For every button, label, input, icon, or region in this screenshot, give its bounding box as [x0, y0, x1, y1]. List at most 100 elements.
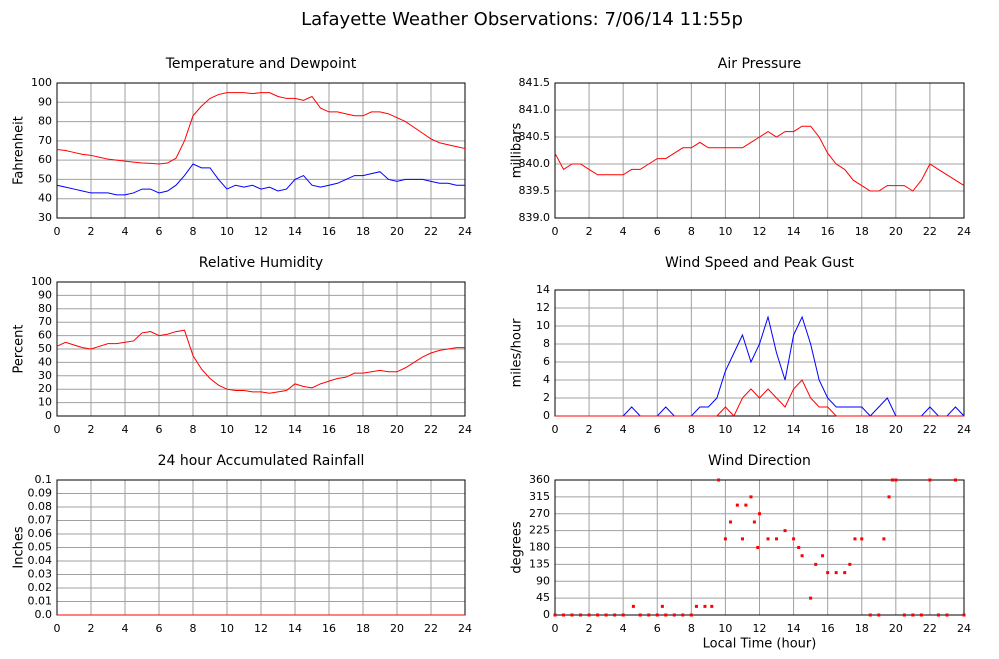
- data-point: [621, 613, 625, 617]
- y-axis-label: millibars: [510, 123, 525, 179]
- x-tick-label: 4: [620, 622, 627, 635]
- y-tick-label: 360: [529, 473, 550, 486]
- y-tick-label: 135: [529, 557, 550, 570]
- data-point: [735, 503, 739, 507]
- x-axis-label: Local Time (hour): [703, 637, 817, 652]
- x-tick-label: 8: [688, 225, 695, 238]
- x-tick-label: 12: [254, 423, 268, 436]
- data-point: [843, 571, 847, 575]
- x-tick-label: 0: [552, 423, 559, 436]
- y-tick-label: 2: [543, 391, 550, 404]
- y-tick-label: 0.01: [28, 595, 53, 608]
- x-tick-label: 2: [586, 225, 593, 238]
- x-tick-label: 20: [889, 622, 903, 635]
- data-point: [638, 613, 642, 617]
- data-point: [919, 613, 923, 617]
- data-point: [890, 478, 894, 482]
- data-point: [814, 562, 818, 566]
- data-point: [834, 571, 838, 575]
- data-point: [681, 613, 685, 617]
- y-tick-label: 12: [536, 301, 550, 314]
- x-tick-label: 2: [88, 225, 95, 238]
- x-tick-label: 20: [889, 225, 903, 238]
- y-tick-label: 0: [543, 409, 550, 422]
- data-point: [562, 613, 566, 617]
- y-axis-label: degrees: [510, 521, 525, 574]
- y-tick-label: 841.0: [519, 103, 551, 116]
- x-tick-label: 0: [552, 622, 559, 635]
- y-tick-label: 80: [38, 115, 52, 128]
- y-tick-label: 0.07: [28, 514, 53, 527]
- x-tick-label: 22: [923, 423, 937, 436]
- x-tick-label: 24: [957, 622, 971, 635]
- data-point: [672, 613, 676, 617]
- x-tick-label: 20: [390, 622, 404, 635]
- y-tick-label: 60: [38, 329, 52, 342]
- x-tick-label: 12: [254, 225, 268, 238]
- data-point: [882, 537, 886, 541]
- y-tick-label: 839.5: [519, 184, 551, 197]
- x-tick-label: 6: [156, 225, 163, 238]
- data-point: [613, 613, 617, 617]
- y-tick-label: 180: [529, 541, 550, 554]
- data-point: [710, 604, 714, 608]
- data-point: [723, 537, 727, 541]
- x-tick-label: 8: [688, 423, 695, 436]
- data-point: [703, 604, 707, 608]
- x-tick-label: 22: [424, 225, 438, 238]
- data-point: [809, 596, 813, 600]
- x-tick-label: 4: [620, 225, 627, 238]
- data-point: [797, 546, 801, 549]
- x-tick-label: 6: [654, 225, 661, 238]
- y-tick-label: 90: [38, 95, 52, 108]
- x-tick-label: 18: [356, 622, 370, 635]
- x-tick-label: 10: [718, 423, 732, 436]
- x-tick-label: 22: [424, 622, 438, 635]
- x-tick-label: 0: [552, 225, 559, 238]
- data-point: [902, 613, 906, 617]
- y-tick-label: 0.03: [28, 568, 53, 581]
- x-tick-label: 22: [424, 423, 438, 436]
- x-tick-label: 8: [190, 225, 197, 238]
- x-tick-label: 18: [356, 225, 370, 238]
- x-tick-label: 6: [654, 622, 661, 635]
- data-point: [928, 478, 932, 482]
- x-tick-label: 16: [821, 622, 835, 635]
- x-tick-label: 6: [156, 622, 163, 635]
- y-tick-label: 70: [38, 134, 52, 147]
- y-tick-label: 0: [45, 409, 52, 422]
- x-tick-label: 16: [821, 225, 835, 238]
- x-tick-label: 16: [322, 622, 336, 635]
- data-line: [555, 379, 964, 417]
- y-tick-label: 840.5: [519, 130, 551, 143]
- data-point: [749, 495, 753, 499]
- data-point: [962, 613, 966, 617]
- y-tick-label: 30: [38, 369, 52, 382]
- data-line: [56, 329, 465, 394]
- plot-frame: [56, 82, 466, 219]
- plot-frame: [554, 82, 965, 219]
- y-tick-label: 8: [543, 337, 550, 350]
- y-tick-label: 0.0: [35, 608, 53, 621]
- data-point: [579, 613, 583, 617]
- y-tick-label: 225: [529, 524, 550, 537]
- data-point: [800, 554, 804, 558]
- y-axis-label: Fahrenheit: [12, 116, 27, 185]
- x-tick-label: 24: [458, 225, 472, 238]
- x-tick-label: 4: [122, 225, 129, 238]
- x-tick-label: 12: [254, 622, 268, 635]
- plot-frame: [56, 281, 466, 417]
- data-point: [868, 613, 872, 617]
- data-point: [689, 613, 693, 617]
- data-point: [826, 571, 830, 575]
- y-tick-label: 315: [529, 490, 550, 503]
- x-tick-label: 2: [88, 622, 95, 635]
- x-tick-label: 14: [288, 622, 302, 635]
- data-point: [853, 537, 857, 541]
- x-tick-label: 8: [190, 622, 197, 635]
- data-point: [945, 613, 949, 617]
- data-line: [56, 92, 466, 165]
- x-tick-label: 10: [220, 622, 234, 635]
- y-tick-label: 60: [38, 153, 52, 166]
- data-point: [694, 604, 698, 608]
